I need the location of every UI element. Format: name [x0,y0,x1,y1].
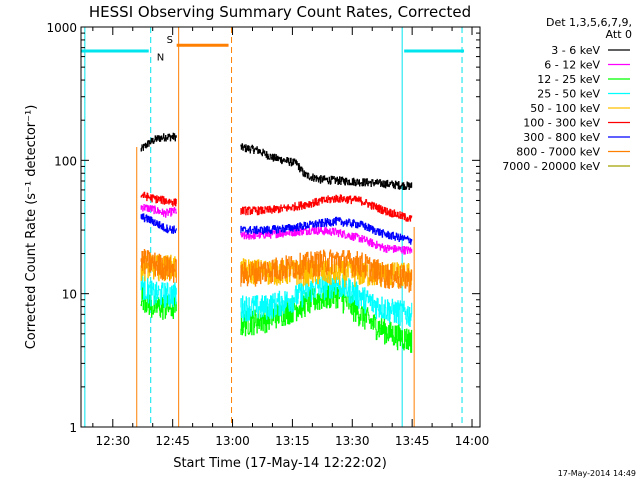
series-line-3-seg-0 [140,274,177,308]
legend: Det 1,3,5,6,7,9, Att 0 3 - 6 keV 6 - 12 k… [502,16,632,173]
y-tick-label-1: 10 [62,288,77,302]
series-line-6-seg-1 [240,216,413,245]
plot-frame [80,26,481,428]
y-axis-label: Corrected Count Rate (s⁻¹ detector⁻¹) [24,105,39,350]
series-line-6-seg-0 [140,213,177,234]
axes-layer: 12:30 12:45 13:00 13:15 13:30 13:45 14:00 1 10 10… [46,21,489,448]
y-tick-label-3: 1000 [46,21,77,35]
night-label: N [157,53,164,64]
x-axis-label: Start Time (17-May-14 12:22:02) [173,456,387,471]
series-line-7-seg-1 [240,249,413,293]
x-tick-label-5: 13:45 [395,434,430,448]
x-tick-label-2: 13:00 [215,434,250,448]
legend-label-6: 300 - 800 keV [523,131,600,144]
legend-label-3: 25 - 50 keV [537,88,600,101]
legend-label-5: 100 - 300 keV [523,117,600,130]
x-tick-label-3: 13:15 [275,434,310,448]
legend-label-8: 7000 - 20000 keV [502,160,600,173]
x-tick-label-4: 13:30 [335,434,370,448]
series-line-5-seg-0 [140,191,177,207]
legend-label-0: 3 - 6 keV [551,44,600,57]
saa-label: S [167,35,173,46]
legend-header-line-1: Det 1,3,5,6,7,9, [546,16,632,29]
series-line-0-seg-0 [140,132,177,152]
y-tick-label-0: 1 [69,421,77,435]
flag-layer: NS [81,27,465,427]
series-line-2-seg-0 [140,286,177,320]
x-tick-label-6: 14:00 [455,434,490,448]
chart-title: HESSI Observing Summary Count Rates, Cor… [89,3,471,21]
series-line-7-seg-0 [140,249,177,283]
x-tick-label-0: 12:30 [96,434,131,448]
series-line-0-seg-1 [240,143,413,190]
legend-label-1: 6 - 12 keV [544,59,600,72]
series-line-1-seg-1 [240,226,413,255]
timestamp: 17-May-2014 14:49 [558,469,636,478]
legend-header-line-2: Att 0 [606,28,632,41]
legend-label-7: 800 - 7000 keV [516,146,600,159]
series-line-4-seg-1 [240,258,412,288]
x-tick-label-1: 12:45 [155,434,190,448]
legend-label-4: 50 - 100 keV [530,102,600,115]
y-tick-label-2: 100 [54,154,77,168]
series-line-5-seg-1 [240,194,413,222]
series-layer [140,132,413,353]
legend-label-2: 12 - 25 keV [537,73,600,86]
series-line-1-seg-0 [140,204,177,218]
